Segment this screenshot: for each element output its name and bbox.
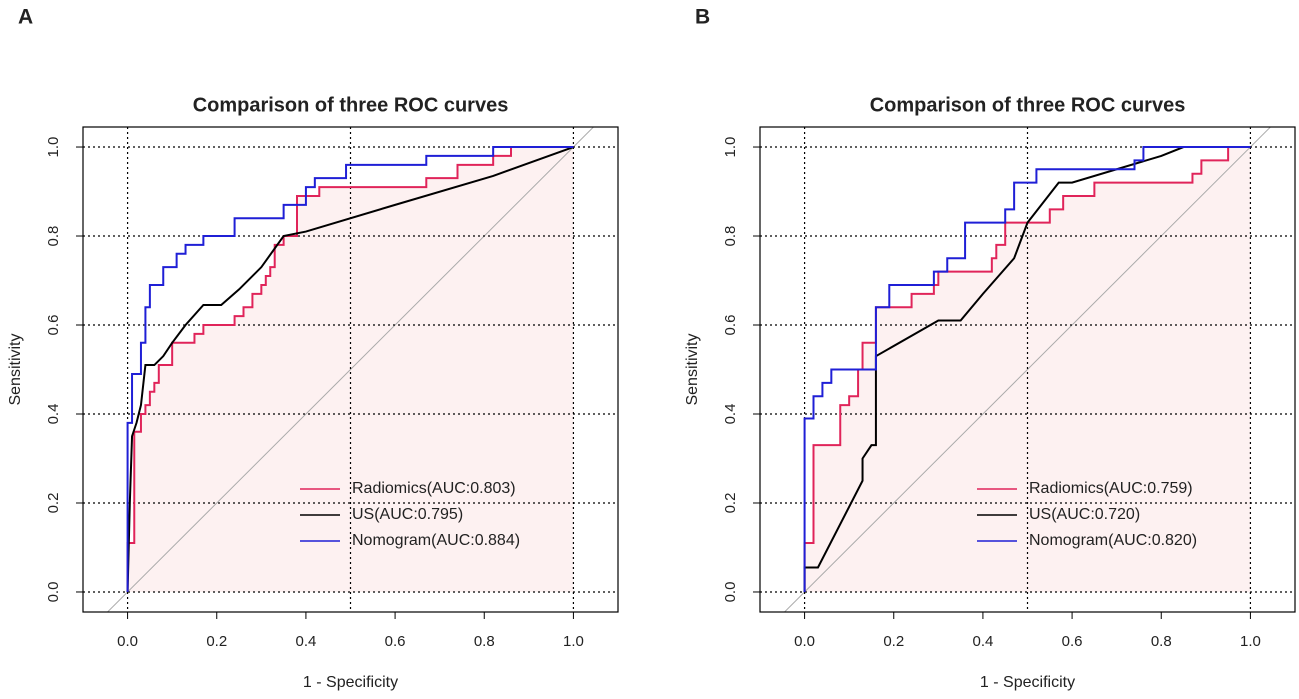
y-axis-label: Sensitivity bbox=[684, 333, 701, 405]
chart-title: Comparison of three ROC curves bbox=[870, 94, 1186, 116]
roc-curve bbox=[803, 146, 1251, 592]
y-tick-label: 1.0 bbox=[722, 137, 739, 158]
chart-title: Comparison of three ROC curves bbox=[193, 94, 509, 116]
panel-label: A bbox=[18, 6, 33, 29]
y-tick-label: 0.6 bbox=[722, 315, 739, 336]
y-tick-label: 0.0 bbox=[45, 582, 62, 603]
y-tick-label: 0.6 bbox=[45, 315, 62, 336]
y-tick-label: 0.2 bbox=[722, 493, 739, 514]
y-tick-label: 1.0 bbox=[45, 137, 62, 158]
x-tick-label: 0.0 bbox=[117, 633, 138, 650]
legend-label: Radiomics(AUC:0.759) bbox=[1029, 480, 1193, 497]
x-tick-label: 0.6 bbox=[385, 633, 406, 650]
x-tick-label: 0.2 bbox=[206, 633, 227, 650]
y-tick-label: 0.4 bbox=[45, 404, 62, 425]
roc-curve bbox=[803, 146, 1251, 592]
y-tick-label: 0.8 bbox=[722, 226, 739, 247]
x-tick-label: 0.4 bbox=[972, 633, 993, 650]
plot-area bbox=[760, 127, 1295, 612]
panel-label: B bbox=[695, 6, 710, 29]
legend-label: Nomogram(AUC:0.820) bbox=[1029, 532, 1197, 549]
roc-curve bbox=[126, 146, 574, 592]
legend-label: US(AUC:0.795) bbox=[352, 506, 463, 523]
y-tick-label: 0.8 bbox=[45, 226, 62, 247]
y-tick-label: 0.4 bbox=[722, 404, 739, 425]
y-tick-label: 0.2 bbox=[45, 493, 62, 514]
x-tick-label: 1.0 bbox=[1240, 633, 1261, 650]
roc-curve bbox=[126, 146, 574, 592]
diagonal bbox=[106, 127, 595, 612]
x-tick-label: 0.8 bbox=[474, 633, 495, 650]
y-tick-label: 0.0 bbox=[722, 582, 739, 603]
legend-label: Nomogram(AUC:0.884) bbox=[352, 532, 520, 549]
x-tick-label: 0.2 bbox=[883, 633, 904, 650]
y-axis-label: Sensitivity bbox=[7, 333, 24, 405]
legend-label: US(AUC:0.720) bbox=[1029, 506, 1140, 523]
x-tick-label: 1.0 bbox=[563, 633, 584, 650]
x-tick-label: 0.4 bbox=[295, 633, 316, 650]
x-axis-label: 1 - Specificity bbox=[303, 674, 398, 691]
x-tick-label: 0.6 bbox=[1062, 633, 1083, 650]
x-axis-label: 1 - Specificity bbox=[980, 674, 1075, 691]
legend-label: Radiomics(AUC:0.803) bbox=[352, 480, 516, 497]
x-tick-label: 0.0 bbox=[794, 633, 815, 650]
roc-curve bbox=[126, 146, 574, 593]
x-tick-label: 0.8 bbox=[1151, 633, 1172, 650]
plot-area bbox=[83, 127, 618, 612]
diagonal bbox=[783, 127, 1272, 612]
